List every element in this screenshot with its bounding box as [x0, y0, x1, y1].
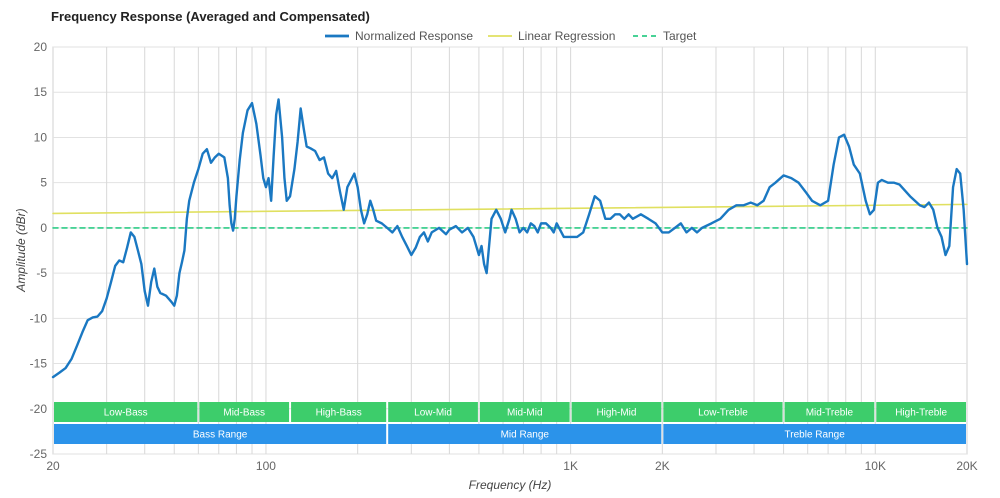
- y-tick-label: 20: [34, 40, 48, 54]
- y-tick-label: 5: [40, 176, 47, 190]
- sub-range-label: Low-Mid: [414, 408, 452, 419]
- grid: [52, 46, 968, 455]
- range-band: [663, 424, 966, 444]
- y-tick-label: 0: [40, 221, 47, 235]
- x-tick-label: 20K: [956, 459, 977, 473]
- series-lines: [51, 98, 969, 379]
- x-tick-label: 10K: [865, 459, 886, 473]
- sub-range-label: High-Mid: [596, 408, 636, 419]
- sub-range-label: Mid-Treble: [806, 408, 854, 419]
- y-tick-label: -20: [30, 402, 48, 416]
- sub-range-band: [388, 402, 478, 422]
- sub-range-label: Low-Treble: [698, 408, 748, 419]
- frequency-range-bands: Low-Bass Mid-Bass High-Bass Low-Mid Mid-Mid H…: [54, 402, 966, 444]
- range-label: Mid Range: [501, 430, 550, 441]
- range-band: [388, 424, 662, 444]
- range-band: [54, 424, 387, 444]
- x-tick-label: 100: [256, 459, 276, 473]
- y-tick-label: -10: [30, 311, 48, 325]
- legend-label: Normalized Response: [355, 29, 473, 43]
- y-tick-label: -15: [30, 357, 48, 371]
- sub-range-band: [199, 402, 290, 422]
- sub-range-band: [571, 402, 662, 422]
- plot-frame: [52, 46, 968, 455]
- series-line-normalized-response: [51, 98, 969, 379]
- sub-range-band: [54, 402, 198, 422]
- x-tick-label: 2K: [655, 459, 670, 473]
- sub-range-band: [784, 402, 875, 422]
- x-tick-label: 20: [46, 459, 60, 473]
- y-tick-label: -25: [30, 447, 48, 461]
- range-label: Treble Range: [785, 430, 846, 441]
- y-tick-label: 15: [34, 85, 48, 99]
- sub-range-label: Low-Bass: [104, 408, 148, 419]
- legend-label: Linear Regression: [518, 29, 615, 43]
- sub-range-label: Mid-Bass: [223, 408, 265, 419]
- sub-range-band: [479, 402, 570, 422]
- x-tick-label: 1K: [563, 459, 578, 473]
- sub-range-band: [876, 402, 966, 422]
- y-tick-label: 10: [34, 130, 48, 144]
- series-line-linear-regression: [52, 203, 968, 215]
- range-label: Bass Range: [193, 430, 248, 441]
- sub-range-label: High-Bass: [316, 408, 362, 419]
- y-tick-label: -5: [36, 266, 47, 280]
- x-axis-label: Frequency (Hz): [469, 478, 552, 492]
- legend: Normalized Response Linear Regression Targ…: [325, 29, 697, 43]
- legend-label: Target: [663, 29, 697, 43]
- sub-range-band: [663, 402, 783, 422]
- sub-range-band: [291, 402, 387, 422]
- sub-range-label: High-Treble: [895, 408, 947, 419]
- chart-title: Frequency Response (Averaged and Compens…: [51, 9, 370, 24]
- y-axis-label: Amplitude (dBr): [14, 208, 28, 292]
- sub-range-label: Mid-Mid: [507, 408, 543, 419]
